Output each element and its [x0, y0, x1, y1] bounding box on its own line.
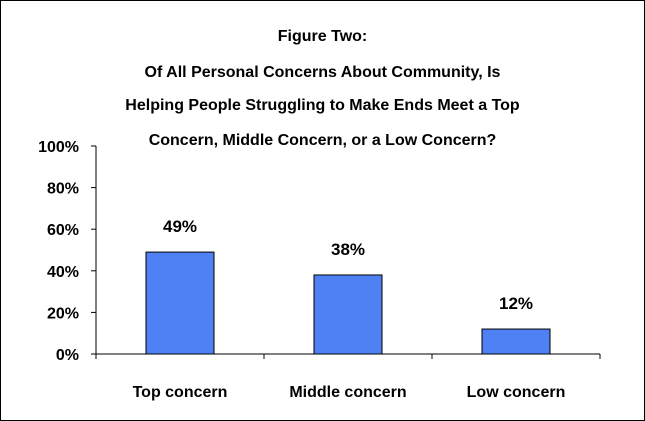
data-label: 38%: [331, 240, 365, 259]
bar: [481, 328, 551, 355]
chart-title-line-4: Concern, Middle Concern, or a Low Concer…: [148, 132, 497, 149]
y-tick-label: 100%: [38, 139, 79, 156]
chart-title-line-2: Of All Personal Concerns About Community…: [144, 64, 501, 81]
y-tick-label: 80%: [47, 181, 79, 198]
y-tick-label: 0%: [56, 347, 79, 364]
data-label: 49%: [163, 217, 197, 236]
x-category-label: Low concern: [467, 384, 566, 401]
y-tick-label: 40%: [47, 264, 79, 281]
x-category-label: Top concern: [133, 384, 228, 401]
bar: [313, 274, 383, 355]
chart-title-line-1: Figure Two:: [277, 28, 368, 45]
y-tick-label: 60%: [47, 222, 79, 239]
data-label: 12%: [499, 294, 533, 313]
x-category-label: Middle concern: [289, 384, 406, 401]
bar: [145, 251, 215, 355]
y-tick-label: 20%: [47, 305, 79, 322]
chart-title-line-3: Helping People Struggling to Make Ends M…: [125, 97, 520, 114]
